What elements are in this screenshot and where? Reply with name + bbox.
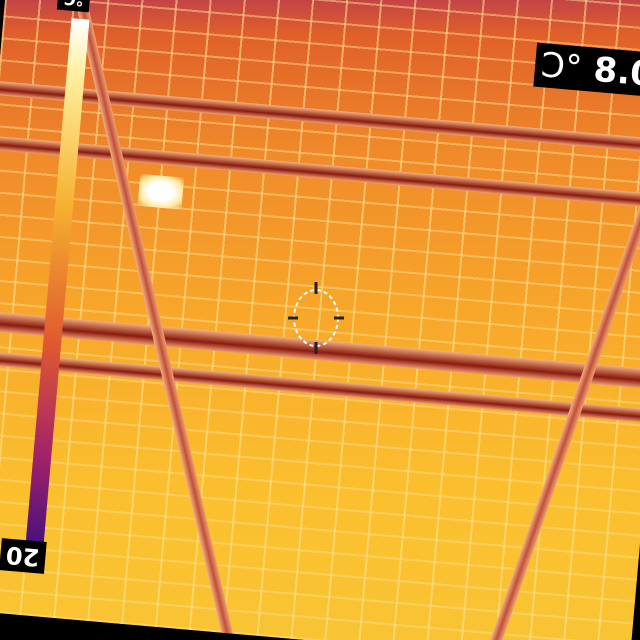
reading-value: 8.0: [592, 49, 640, 95]
scale-bottom-label: 20: [0, 538, 47, 574]
crosshair: [288, 282, 344, 354]
reading-unit: °C: [539, 45, 584, 89]
hot-spot: [137, 173, 185, 210]
